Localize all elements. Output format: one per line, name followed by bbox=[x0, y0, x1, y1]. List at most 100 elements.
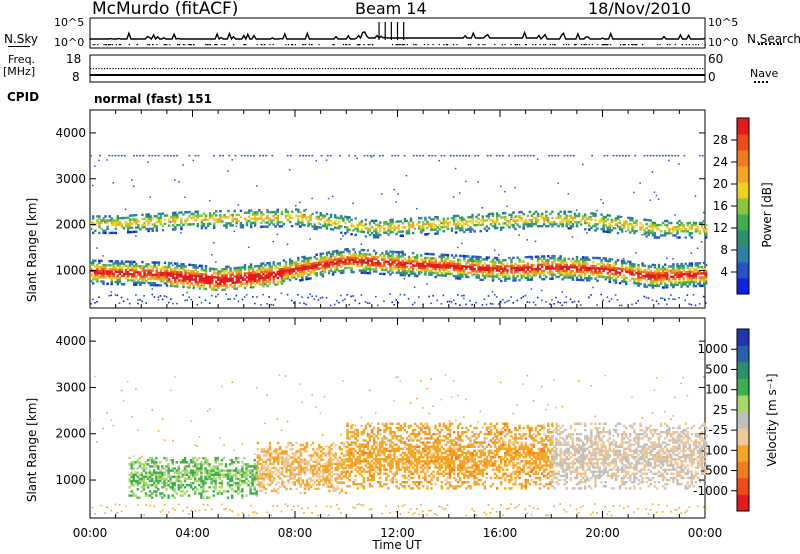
power-cell bbox=[473, 255, 476, 258]
power-cell bbox=[541, 216, 544, 220]
velocity-cell bbox=[161, 467, 164, 470]
power-cell bbox=[571, 278, 575, 281]
power-cell bbox=[372, 228, 376, 231]
velocity-cell bbox=[146, 486, 150, 489]
power-cell bbox=[348, 252, 351, 255]
power-cell bbox=[180, 279, 183, 282]
power-cell bbox=[288, 268, 292, 271]
power-cell bbox=[514, 154, 517, 157]
power-cell bbox=[420, 231, 423, 234]
power-cell bbox=[252, 279, 255, 283]
power-cell bbox=[569, 272, 573, 275]
power-cell bbox=[131, 279, 134, 282]
power-cell bbox=[258, 209, 261, 212]
velocity-cell bbox=[189, 461, 193, 464]
power-cell bbox=[551, 223, 554, 226]
power-cell bbox=[659, 234, 663, 237]
power-cell bbox=[584, 213, 587, 216]
power-cell bbox=[256, 269, 259, 272]
power-cell bbox=[151, 227, 154, 230]
nsearch-dot bbox=[447, 44, 449, 46]
power-cell bbox=[418, 270, 421, 274]
power-cell bbox=[161, 276, 165, 279]
power-cell bbox=[500, 300, 502, 303]
power-cell bbox=[98, 270, 101, 273]
power-cell bbox=[577, 262, 581, 265]
power-cell bbox=[110, 260, 113, 263]
power-cell bbox=[233, 209, 236, 213]
power-cell bbox=[430, 222, 433, 225]
power-cell bbox=[547, 261, 550, 264]
velocity-cell bbox=[233, 469, 236, 472]
power-cell bbox=[377, 231, 380, 235]
power-cell bbox=[389, 265, 392, 268]
power-cell bbox=[459, 192, 461, 194]
power-cell bbox=[538, 214, 542, 218]
power-cell bbox=[223, 270, 226, 273]
power-cell bbox=[491, 303, 494, 305]
power-cell bbox=[459, 265, 462, 268]
power-cell bbox=[487, 212, 491, 216]
power-cell bbox=[149, 196, 151, 198]
power-cell bbox=[426, 263, 429, 266]
power-cell bbox=[151, 277, 154, 281]
power-cell bbox=[278, 225, 281, 228]
power-cell bbox=[368, 272, 372, 275]
power-cell bbox=[506, 220, 509, 223]
power-cell bbox=[590, 218, 593, 221]
power-cell bbox=[305, 275, 308, 279]
power-cell bbox=[559, 271, 562, 275]
power-cell bbox=[436, 232, 439, 235]
power-cell bbox=[397, 271, 400, 274]
power-cell bbox=[616, 217, 620, 220]
power-cell bbox=[557, 269, 560, 272]
power-cell bbox=[702, 219, 706, 223]
power-cell bbox=[196, 210, 199, 213]
velocity-cell bbox=[210, 469, 213, 472]
power-cell bbox=[192, 270, 195, 273]
power-cell bbox=[213, 226, 216, 229]
power-cell bbox=[391, 154, 394, 157]
power-cell bbox=[666, 277, 669, 281]
power-cell bbox=[139, 267, 142, 270]
power-cell bbox=[686, 272, 689, 276]
power-cell bbox=[682, 266, 685, 270]
power-cell bbox=[688, 268, 691, 271]
power-cell bbox=[319, 271, 322, 274]
power-cell bbox=[104, 264, 107, 267]
power-cell bbox=[606, 154, 609, 157]
nsearch-dot bbox=[692, 44, 694, 46]
nave-dot bbox=[280, 68, 282, 70]
power-cell bbox=[172, 270, 175, 273]
velocity-cell bbox=[179, 479, 183, 483]
velocity-cell bbox=[138, 465, 142, 468]
velocity-cell bbox=[169, 479, 172, 483]
power-cell bbox=[512, 211, 515, 214]
power-cell bbox=[104, 215, 107, 218]
nave-dot bbox=[176, 68, 178, 70]
velocity-cell bbox=[148, 473, 152, 476]
power-cell bbox=[500, 226, 503, 229]
power-cell bbox=[610, 266, 614, 269]
power-cell bbox=[668, 159, 670, 162]
power-cell bbox=[604, 267, 607, 271]
power-cell bbox=[397, 263, 400, 266]
power-cell bbox=[266, 268, 269, 271]
power-cell bbox=[348, 256, 351, 259]
power-cell bbox=[235, 294, 238, 297]
power-cell bbox=[321, 268, 325, 272]
nsearch-dot bbox=[443, 44, 445, 46]
power-cell bbox=[368, 263, 372, 267]
velocity-cell bbox=[194, 471, 197, 474]
power-cell bbox=[670, 271, 673, 274]
power-cell bbox=[219, 284, 222, 288]
power-cell bbox=[666, 269, 669, 272]
power-cell bbox=[545, 265, 548, 268]
power-cell bbox=[114, 276, 117, 279]
power-cell bbox=[170, 221, 172, 223]
power-cell bbox=[305, 303, 307, 306]
power-cell bbox=[411, 268, 414, 270]
power-cell bbox=[247, 276, 251, 279]
power-cell bbox=[145, 302, 147, 304]
power-cell bbox=[354, 254, 357, 257]
